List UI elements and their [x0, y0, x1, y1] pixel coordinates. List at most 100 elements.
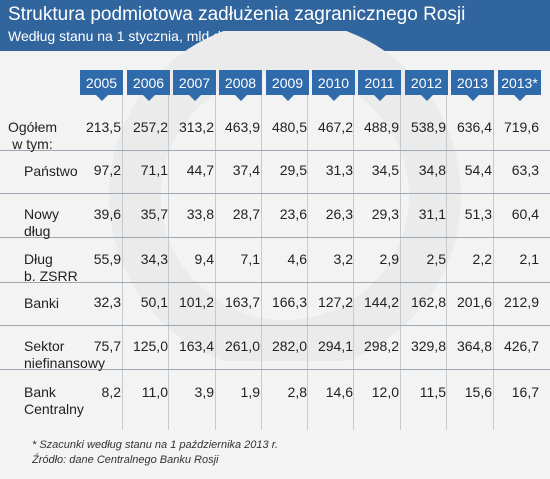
- column-divider: [122, 95, 123, 430]
- table-cell: 2,2: [472, 251, 492, 267]
- table-cell: 55,9: [93, 251, 121, 267]
- table-cell: 97,2: [93, 162, 121, 178]
- row-label: Banki: [24, 294, 60, 311]
- watermark-logo: [109, 31, 461, 361]
- table-cell: 7,1: [240, 251, 260, 267]
- row-label: Dług b. ZSRR: [24, 251, 78, 284]
- chart-title: Struktura podmiotowa zadłużenia zagranic…: [8, 4, 466, 25]
- column-header-year: 2013: [451, 70, 494, 101]
- table-cell: 2,1: [519, 251, 539, 267]
- table-cell: 15,6: [464, 384, 492, 400]
- table-cell: 3,2: [333, 251, 353, 267]
- column-header-year: 2012: [405, 70, 448, 101]
- table-cell: 3,9: [194, 384, 214, 400]
- table-cell: 34,5: [371, 162, 399, 178]
- table-cell: 2,9: [379, 251, 399, 267]
- column-divider: [307, 95, 308, 430]
- table-cell: 213,5: [85, 119, 121, 135]
- column-divider: [400, 95, 401, 430]
- row-divider: [0, 237, 550, 238]
- table-cell: 37,4: [232, 162, 260, 178]
- table-cell: 4,6: [287, 251, 307, 267]
- table-cell: 23,6: [279, 206, 307, 222]
- table-cell: 298,2: [363, 338, 399, 354]
- table-cell: 34,8: [418, 162, 446, 178]
- table-cell: 162,8: [410, 294, 446, 310]
- table-cell: 8,2: [101, 384, 121, 400]
- row-label: Państwo: [24, 162, 78, 179]
- table-cell: 75,7: [93, 338, 121, 354]
- column-divider: [446, 95, 447, 430]
- table-cell: 101,2: [178, 294, 214, 310]
- column-divider: [215, 95, 216, 430]
- table-cell: 51,3: [464, 206, 492, 222]
- table-cell: 9,4: [194, 251, 214, 267]
- column-header-year: 2005: [80, 70, 123, 101]
- table-cell: 125,0: [132, 338, 168, 354]
- table-cell: 63,3: [511, 162, 539, 178]
- column-header-year: 2007: [173, 70, 216, 101]
- table-cell: 2,5: [426, 251, 446, 267]
- table-cell: 488,9: [363, 119, 399, 135]
- column-header-year: 2006: [127, 70, 170, 101]
- table-cell: 329,8: [410, 338, 446, 354]
- table-cell: 166,3: [271, 294, 307, 310]
- table-cell: 26,3: [325, 206, 353, 222]
- table-cell: 34,3: [140, 251, 168, 267]
- table-cell: 29,3: [371, 206, 399, 222]
- table-cell: 50,1: [140, 294, 168, 310]
- header-bar: Struktura podmiotowa zadłużenia zagranic…: [0, 0, 550, 51]
- table-cell: 538,9: [410, 119, 446, 135]
- column-divider: [168, 95, 169, 430]
- table-cell: 144,2: [363, 294, 399, 310]
- table-cell: 163,7: [224, 294, 260, 310]
- table-cell: 294,1: [317, 338, 353, 354]
- table-cell: 163,4: [178, 338, 214, 354]
- column-header-year: 2009: [266, 70, 309, 101]
- table-cell: 31,1: [418, 206, 446, 222]
- table-cell: 39,6: [93, 206, 121, 222]
- column-header-year: 2010: [312, 70, 355, 101]
- table-cell: 127,2: [317, 294, 353, 310]
- table-cell: 1,9: [240, 384, 260, 400]
- table-cell: 14,6: [325, 384, 353, 400]
- table-cell: 719,6: [503, 119, 539, 135]
- table-cell: 212,9: [503, 294, 539, 310]
- row-divider: [0, 193, 550, 194]
- table-cell: 480,5: [271, 119, 307, 135]
- table-cell: 12,0: [371, 384, 399, 400]
- row-divider: [0, 325, 550, 326]
- column-divider: [353, 95, 354, 430]
- table-cell: 35,7: [140, 206, 168, 222]
- table-cell: 257,2: [132, 119, 168, 135]
- table-background: [0, 31, 550, 479]
- row-label: Ogółem w tym:: [8, 119, 58, 152]
- column-header-year: 2013*: [498, 70, 541, 101]
- table-cell: 44,7: [186, 162, 214, 178]
- table-cell: 282,0: [271, 338, 307, 354]
- table-cell: 261,0: [224, 338, 260, 354]
- table-cell: 313,2: [178, 119, 214, 135]
- table-cell: 463,9: [224, 119, 260, 135]
- table-cell: 31,3: [325, 162, 353, 178]
- row-label: Nowy dług: [24, 206, 60, 239]
- table-cell: 636,4: [456, 119, 492, 135]
- table-cell: 201,6: [456, 294, 492, 310]
- table-cell: 32,3: [93, 294, 121, 310]
- column-divider: [261, 95, 262, 430]
- row-divider: [0, 150, 550, 151]
- column-divider: [493, 95, 494, 430]
- column-header-year: 2008: [219, 70, 262, 101]
- table-cell: 364,8: [456, 338, 492, 354]
- table-cell: 28,7: [232, 206, 260, 222]
- table-cell: 467,2: [317, 119, 353, 135]
- source-note: Źródło: dane Centralnego Banku Rosji: [32, 454, 219, 466]
- table-cell: 2,8: [287, 384, 307, 400]
- notes: * Szacunki według stanu na 1 październik…: [32, 438, 278, 468]
- row-divider: [0, 369, 550, 370]
- footnote: * Szacunki według stanu na 1 październik…: [32, 439, 279, 451]
- table-cell: 60,4: [511, 206, 539, 222]
- table-cell: 54,4: [464, 162, 492, 178]
- table-cell: 71,1: [140, 162, 168, 178]
